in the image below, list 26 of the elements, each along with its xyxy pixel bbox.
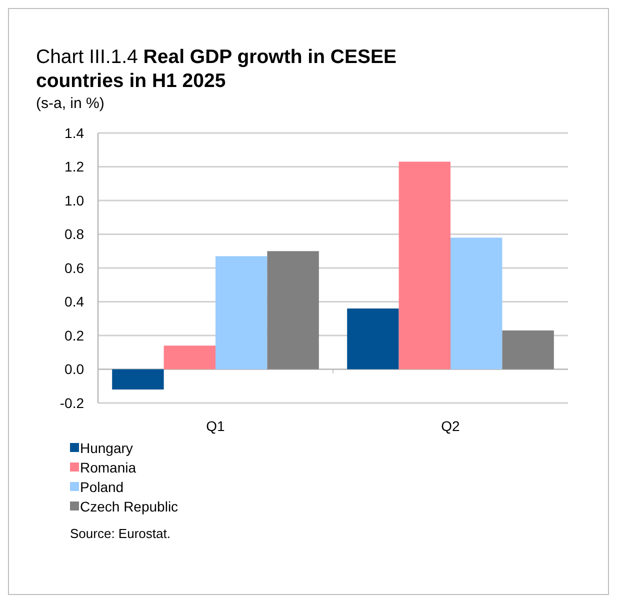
bar	[502, 330, 554, 370]
bar	[216, 256, 268, 370]
bar	[450, 238, 502, 370]
y-tick-label: 0.4	[64, 294, 84, 310]
y-tick-label: 1.0	[64, 192, 84, 208]
y-tick-label: -0.2	[60, 394, 84, 411]
y-tick-label: 1.4	[64, 124, 84, 141]
legend-label: Romania	[80, 460, 136, 476]
y-tick-label: 0.6	[64, 260, 84, 276]
chart-subtitle: (s-a, in %)	[36, 95, 104, 112]
bar	[347, 308, 399, 370]
y-tick-label: 0.8	[64, 226, 84, 242]
bar	[164, 346, 216, 370]
bar	[112, 369, 164, 390]
source-note: Source: Eurostat.	[70, 526, 170, 541]
legend-label: Poland	[80, 479, 124, 495]
x-tick-label: Q2	[441, 418, 460, 434]
bar	[398, 162, 450, 370]
y-tick-label: 0.0	[64, 361, 84, 378]
bar	[267, 251, 319, 370]
legend-label: Czech Republic	[80, 498, 178, 514]
chart-title: Chart III.1.4 Real GDP growth in CESEE countries in H1 2025	[36, 46, 397, 92]
legend-label: Hungary	[80, 440, 133, 456]
y-tick-label: 0.2	[64, 327, 84, 344]
x-tick-label: Q1	[206, 418, 226, 434]
y-tick-label: 1.2	[64, 158, 84, 175]
